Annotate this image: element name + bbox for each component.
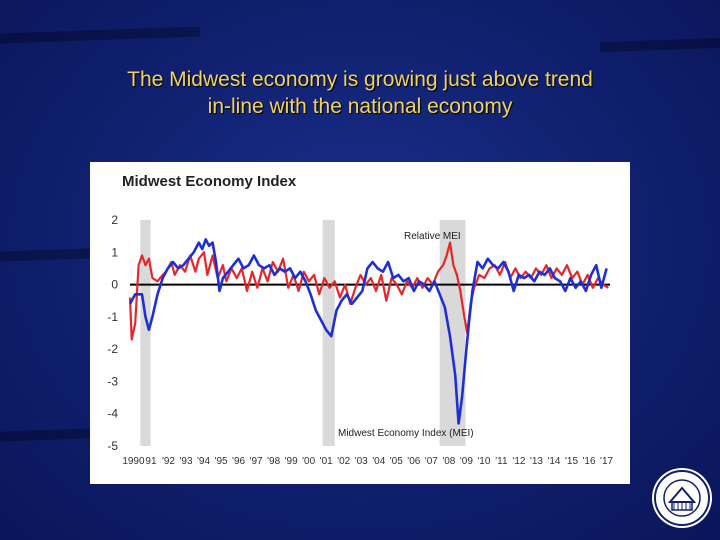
x-tick-label: '04 <box>372 456 385 467</box>
y-tick-label: -2 <box>107 342 118 356</box>
x-tick-label: 91 <box>145 456 157 467</box>
x-tick-label: '03 <box>355 456 368 467</box>
x-tick-label: '97 <box>250 456 263 467</box>
slide-title-line-1: The Midwest economy is growing just abov… <box>127 68 593 91</box>
x-tick-label: '99 <box>285 456 298 467</box>
relative-mei-line <box>128 241 609 341</box>
y-axis: 2 1 0 -1 -2 -3 -4 -5 <box>107 213 118 453</box>
x-tick-label: '14 <box>547 456 560 467</box>
x-tick-label: '98 <box>267 456 280 467</box>
chart-card: Midwest Economy Index 2 1 0 -1 -2 -3 -4 -5 1990… <box>90 162 630 484</box>
chart: Midwest Economy Index 2 1 0 -1 -2 -3 -4 -5 1990… <box>107 173 613 467</box>
mei-annotation: Midwest Economy Index (MEI) <box>338 428 474 439</box>
x-tick-label: '01 <box>320 456 333 467</box>
x-axis: 1990 91 '92 '93 '94 '95 '96 '97 '98 '99 '00 '01 '02 '… <box>122 456 613 467</box>
recession-bands <box>140 220 466 446</box>
background-streak <box>0 428 91 442</box>
slide-title: The Midwest economy is growing just abov… <box>40 66 680 120</box>
x-tick-label: '06 <box>407 456 420 467</box>
x-tick-label: 1990 <box>122 456 145 467</box>
x-tick-label: '95 <box>215 456 228 467</box>
chart-title: Midwest Economy Index <box>122 173 297 190</box>
background-streak <box>0 248 91 262</box>
x-tick-label: '17 <box>600 456 613 467</box>
y-tick-label: 2 <box>111 213 118 227</box>
federal-reserve-seal-icon <box>652 468 712 528</box>
x-tick-label: '93 <box>179 456 192 467</box>
background-streak <box>0 26 201 44</box>
x-tick-label: '11 <box>495 456 508 467</box>
x-tick-label: '05 <box>390 456 403 467</box>
x-tick-label: '94 <box>197 456 210 467</box>
x-tick-label: '12 <box>512 456 525 467</box>
y-tick-label: -3 <box>107 374 118 388</box>
x-tick-label: '09 <box>460 456 473 467</box>
recession-band <box>140 220 151 446</box>
y-tick-label: 1 <box>111 245 118 259</box>
slide-title-line-2: in-line with the national economy <box>207 95 513 118</box>
y-tick-label: -4 <box>107 407 118 421</box>
x-tick-label: '15 <box>565 456 578 467</box>
y-tick-label: 0 <box>111 278 118 292</box>
relative-mei-annotation: Relative MEI <box>404 231 461 242</box>
x-tick-label: '16 <box>583 456 596 467</box>
x-tick-label: '00 <box>302 456 315 467</box>
y-tick-label: -5 <box>107 439 118 453</box>
x-tick-label: '08 <box>442 456 455 467</box>
x-tick-label: '07 <box>425 456 438 467</box>
y-tick-label: -1 <box>107 310 118 324</box>
x-tick-label: '13 <box>530 456 543 467</box>
x-tick-label: '92 <box>162 456 175 467</box>
background-streak <box>599 37 720 53</box>
mei-line <box>128 238 608 425</box>
x-tick-label: '02 <box>337 456 350 467</box>
x-tick-label: '10 <box>477 456 490 467</box>
x-tick-label: '96 <box>232 456 245 467</box>
